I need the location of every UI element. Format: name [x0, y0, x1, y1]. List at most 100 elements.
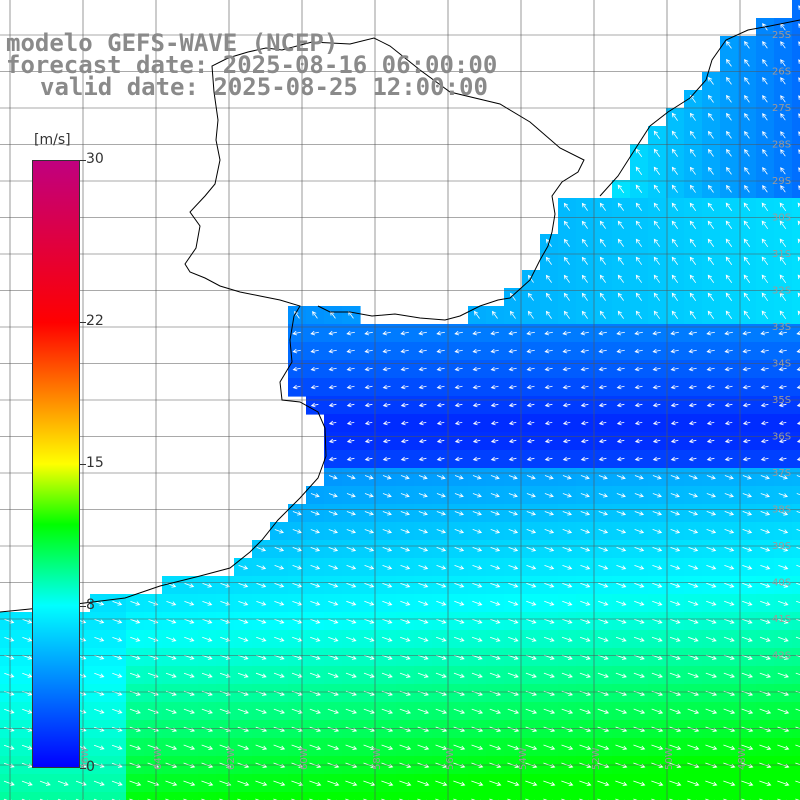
- wind-arrow: [796, 493, 800, 496]
- wind-arrow: [310, 330, 319, 336]
- coastline: [0, 19, 800, 613]
- wind-arrow: [562, 475, 572, 480]
- wind-arrow: [580, 493, 590, 498]
- wind-arrow: [706, 456, 715, 462]
- wind-arrow: [798, 77, 800, 82]
- wind-arrow: [471, 636, 483, 642]
- wind-arrow: [688, 546, 699, 552]
- wind-arrow: [545, 256, 552, 265]
- wind-arrow: [508, 438, 517, 444]
- wind-arrow: [562, 456, 571, 462]
- wind-arrow: [22, 618, 33, 624]
- wind-arrow: [688, 420, 697, 426]
- wind-arrow: [400, 456, 409, 462]
- wind-arrow: [795, 762, 800, 766]
- wind-arrow: [689, 274, 697, 283]
- wind-arrow: [400, 402, 409, 408]
- wind-arrow: [744, 58, 750, 67]
- wind-arrow: [562, 529, 573, 534]
- wind-speed-cell: [54, 792, 73, 800]
- wind-speed-cell: [540, 792, 559, 800]
- wind-arrow: [724, 456, 733, 462]
- wind-speed-cell: [792, 108, 800, 127]
- wind-arrow: [651, 726, 664, 732]
- wind-arrow: [490, 456, 499, 462]
- wind-arrow: [634, 529, 645, 534]
- wind-arrow: [598, 330, 607, 336]
- wind-arrow: [688, 511, 699, 516]
- wind-arrow: [780, 131, 786, 139]
- wind-arrow: [669, 708, 682, 714]
- wind-arrow: [598, 547, 609, 552]
- wind-arrow: [616, 384, 625, 390]
- wind-arrow: [165, 708, 177, 714]
- wind-arrow: [418, 564, 429, 570]
- wind-arrow: [490, 564, 501, 570]
- wind-arrow: [4, 618, 15, 624]
- wind-arrow: [742, 475, 752, 480]
- wind-arrow: [328, 618, 339, 624]
- wind-arrow: [490, 438, 499, 444]
- wind-arrow: [797, 256, 800, 262]
- wind-arrow: [364, 565, 375, 570]
- wind-arrow: [381, 672, 393, 678]
- wind-arrow: [202, 654, 213, 660]
- wind-arrow: [435, 726, 448, 732]
- wind-speed-cell: [792, 324, 800, 343]
- wind-speed-cell: [792, 234, 800, 253]
- wind-arrow: [310, 529, 321, 534]
- wind-arrow: [382, 493, 392, 498]
- wind-arrow: [706, 511, 717, 516]
- wind-arrow: [652, 618, 663, 624]
- wind-arrow: [762, 185, 768, 193]
- wind-arrow: [581, 292, 588, 301]
- wind-arrow: [689, 310, 697, 319]
- wind-arrow: [526, 402, 535, 408]
- wind-arrow: [706, 582, 717, 588]
- wind-speed-cell: [792, 414, 800, 433]
- wind-arrow: [580, 438, 589, 444]
- wind-arrow: [418, 600, 429, 606]
- wind-arrow: [724, 384, 733, 390]
- wind-arrow: [436, 330, 445, 336]
- colorbar-tick-label: 8: [86, 596, 95, 613]
- wind-arrow: [778, 475, 788, 480]
- wind-arrow: [454, 366, 463, 372]
- colorbar-tick-label: 30: [86, 151, 104, 167]
- wind-arrow: [400, 564, 411, 570]
- wind-arrow: [688, 529, 699, 534]
- wind-arrow: [778, 348, 787, 354]
- wind-arrow: [328, 438, 337, 444]
- wind-arrow: [724, 546, 735, 552]
- wind-arrow: [508, 366, 517, 372]
- wind-arrow: [93, 780, 105, 786]
- wind-arrow: [363, 744, 376, 750]
- wind-arrow: [472, 582, 483, 588]
- wind-arrow: [489, 744, 502, 750]
- wind-arrow: [255, 780, 268, 787]
- wind-arrow: [454, 547, 465, 552]
- wind-arrow: [579, 708, 592, 714]
- wind-arrow: [726, 166, 732, 175]
- wind-arrow: [545, 310, 552, 319]
- wind-arrow: [741, 636, 753, 642]
- wind-arrow: [310, 547, 321, 552]
- wind-arrow: [364, 366, 373, 372]
- wind-arrow: [652, 582, 663, 588]
- wind-arrow: [798, 23, 800, 28]
- wind-arrow: [93, 744, 105, 750]
- wind-arrow: [382, 348, 391, 354]
- wind-arrow: [39, 780, 51, 786]
- wind-arrow: [4, 636, 15, 642]
- wind-arrow: [744, 148, 750, 157]
- wind-speed-cell: [792, 54, 800, 73]
- wind-arrow: [526, 420, 535, 426]
- wind-arrow: [670, 582, 681, 588]
- wind-arrow: [563, 292, 570, 301]
- wind-arrow: [57, 780, 69, 786]
- wind-arrow: [237, 708, 249, 714]
- wind-arrow: [653, 274, 661, 283]
- wind-arrow: [581, 220, 588, 229]
- wind-arrow: [490, 547, 501, 552]
- wind-arrow: [742, 330, 751, 336]
